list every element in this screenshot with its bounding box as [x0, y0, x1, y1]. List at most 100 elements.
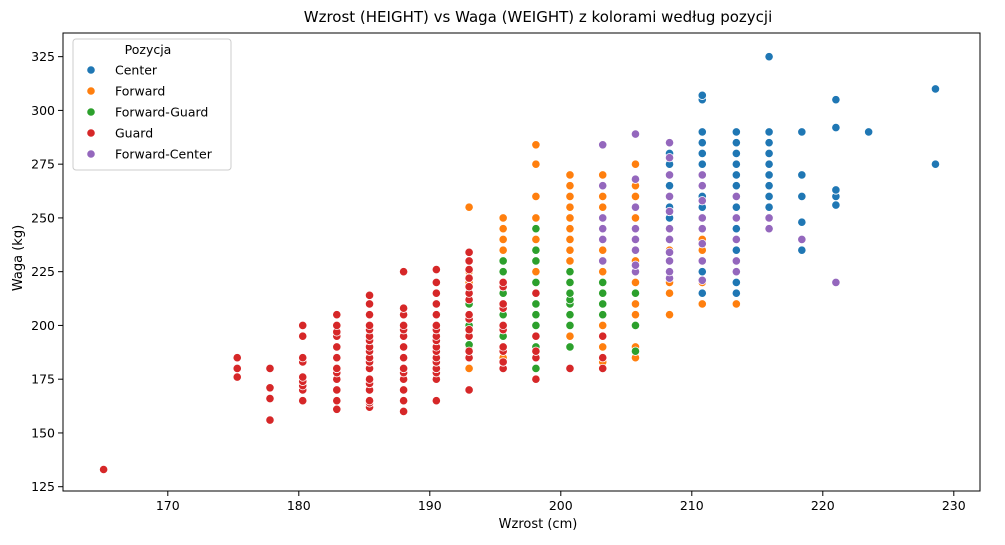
data-point-forward-guard-21: [565, 310, 575, 320]
data-point-forward-guard-25: [565, 277, 575, 288]
data-point-forward-center-41: [831, 277, 841, 288]
data-point-forward-36: [565, 245, 575, 255]
data-point-forward-center-21: [664, 191, 675, 202]
data-point-guard-24: [332, 342, 342, 352]
data-point-center-58: [764, 138, 774, 148]
data-point-center-61: [797, 245, 807, 255]
data-point-forward-guard-16: [531, 256, 541, 266]
points-layer: [99, 52, 941, 475]
data-point-guard-45: [364, 299, 375, 309]
data-point-forward-center-22: [664, 170, 675, 180]
data-point-forward-center-9: [630, 234, 641, 245]
y-tick-label: 275: [31, 157, 55, 172]
data-point-guard-23: [332, 353, 342, 363]
data-point-guard-7: [265, 363, 275, 374]
data-point-forward-guard-32: [630, 320, 641, 331]
data-point-center-34: [697, 90, 707, 100]
data-point-forward-center-33: [731, 267, 741, 277]
data-point-forward-58: [598, 191, 608, 202]
data-point-guard-104: [531, 346, 541, 356]
data-point-forward-guard-28: [598, 299, 608, 309]
data-point-guard-19: [332, 385, 342, 395]
data-point-guard-101: [498, 277, 508, 288]
data-point-forward-39: [565, 213, 575, 223]
data-point-forward-center-36: [731, 213, 741, 223]
data-point-forward-center-2: [598, 224, 608, 234]
data-point-forward-guard-30: [598, 277, 608, 288]
x-tick-label: 230: [942, 498, 966, 513]
data-point-center-59: [764, 127, 774, 137]
data-point-guard-8: [298, 396, 308, 406]
data-point-forward-guard-31: [630, 346, 641, 356]
data-point-forward-77: [664, 310, 675, 320]
data-point-forward-center-28: [697, 224, 707, 234]
legend-label-forward-center: Forward-Center: [115, 147, 213, 162]
data-point-forward-guard-8: [498, 256, 508, 266]
data-point-center-60: [764, 52, 774, 62]
data-point-guard-28: [332, 310, 342, 320]
data-point-guard-60: [398, 267, 409, 277]
data-point-guard-1: [232, 372, 242, 382]
data-point-guard-15: [298, 331, 308, 341]
data-point-guard-44: [364, 310, 375, 320]
data-point-center-43: [731, 202, 741, 212]
data-point-center-29: [697, 159, 707, 169]
data-point-guard-57: [398, 320, 409, 331]
data-point-center-55: [764, 170, 774, 180]
y-tick-label: 325: [31, 49, 55, 64]
data-point-forward-center-5: [598, 140, 608, 150]
data-point-guard-82: [464, 325, 474, 335]
data-point-guard-95: [498, 342, 508, 352]
data-point-forward-center-18: [664, 234, 675, 245]
data-point-forward-78: [664, 288, 675, 298]
y-tick-label: 300: [31, 103, 55, 118]
data-point-forward-26: [531, 234, 541, 245]
legend-marker-guard: [86, 128, 96, 138]
data-point-forward-guard-13: [531, 299, 541, 309]
data-point-forward-center-31: [697, 181, 707, 191]
data-point-guard-59: [398, 303, 409, 313]
data-point-forward-guard-9: [531, 363, 541, 374]
data-point-forward-center-13: [630, 129, 641, 139]
chart-title: Wzrost (HEIGHT) vs Waga (WEIGHT) z kolor…: [304, 8, 773, 26]
legend-label-forward: Forward: [115, 84, 165, 99]
data-point-forward-guard-19: [565, 342, 575, 352]
data-point-guard-31: [364, 396, 375, 406]
data-point-forward-guard-18: [531, 224, 541, 234]
data-point-forward-center-12: [630, 174, 641, 184]
data-point-guard-75: [431, 288, 441, 298]
data-point-guard-3: [232, 353, 242, 363]
data-point-forward-59: [598, 170, 608, 180]
data-point-forward-45: [598, 342, 608, 352]
data-point-forward-guard-11: [531, 320, 541, 331]
data-point-center-62: [797, 217, 807, 227]
data-point-forward-76: [630, 159, 641, 169]
x-axis-title: Wzrost (cm): [499, 517, 578, 532]
data-point-forward-37: [565, 234, 575, 245]
data-point-center-53: [764, 191, 774, 202]
data-point-forward-46: [598, 320, 608, 331]
data-point-center-70: [831, 95, 841, 105]
data-point-forward-guard-7: [498, 267, 508, 277]
data-point-guard-6: [265, 383, 275, 393]
data-point-forward-center-24: [664, 138, 675, 148]
data-point-guard-5: [265, 393, 275, 404]
y-tick-label: 225: [31, 264, 55, 279]
data-point-center-56: [764, 159, 774, 169]
data-point-guard-47: [398, 406, 409, 417]
data-point-forward-51: [598, 267, 608, 277]
data-point-guard-22: [332, 363, 342, 374]
legend-marker-forward: [86, 86, 96, 96]
data-point-guard-105: [531, 331, 541, 341]
data-point-center-31: [697, 138, 707, 148]
data-point-guard-49: [398, 385, 409, 395]
data-point-center-30: [697, 148, 707, 159]
y-tick-label: 250: [31, 210, 55, 225]
data-point-forward-23: [531, 267, 541, 277]
y-tick-label: 125: [31, 479, 55, 494]
data-point-forward-guard-12: [531, 310, 541, 320]
data-point-center-63: [797, 191, 807, 202]
data-point-forward-57: [598, 202, 608, 212]
plot-frame: [62, 32, 981, 492]
data-point-forward-guard-33: [630, 288, 641, 298]
